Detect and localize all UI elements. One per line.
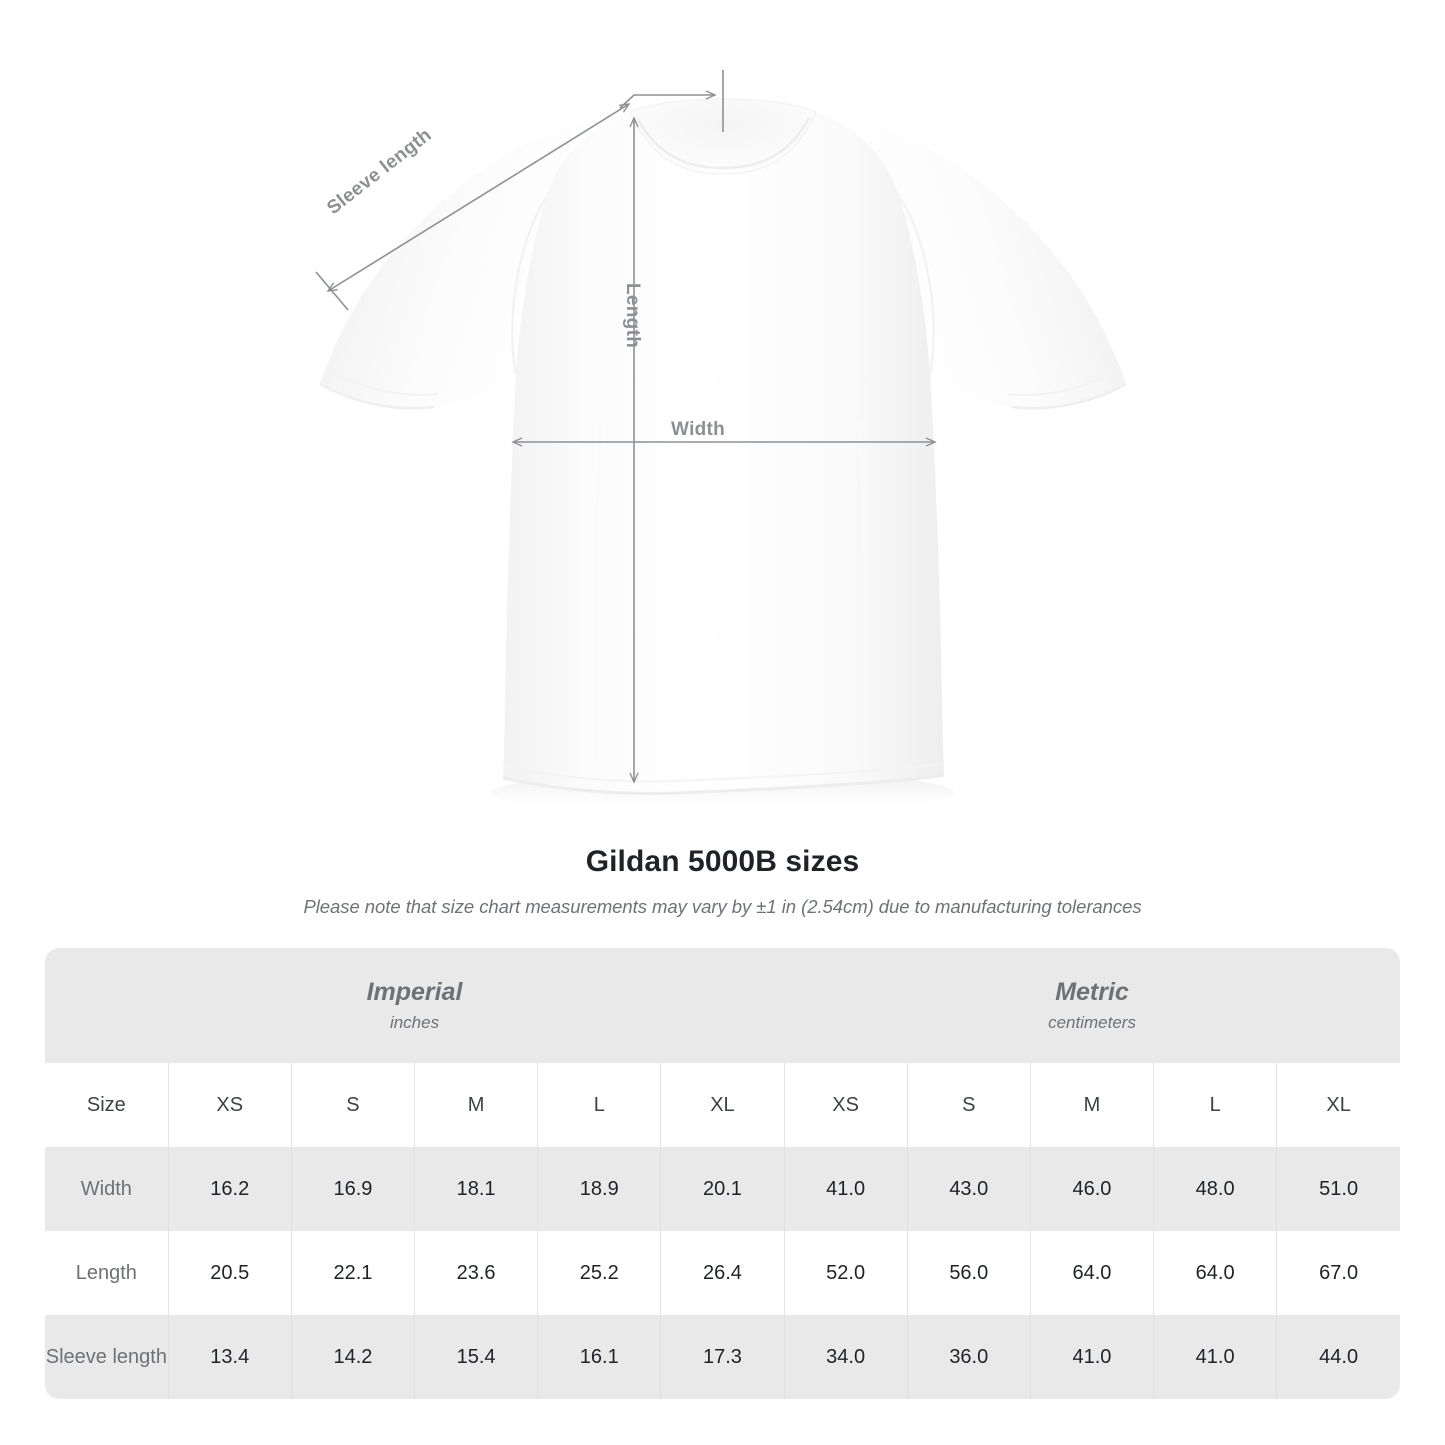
cell-width-imperial-m: 18.1 bbox=[414, 1147, 538, 1231]
size-header-metric-l: L bbox=[1153, 1063, 1277, 1147]
cell-sleeve-metric-s: 36.0 bbox=[906, 1315, 1031, 1399]
cell-sleeve-imperial-m: 15.4 bbox=[414, 1315, 538, 1399]
imperial-label: Imperial bbox=[366, 978, 463, 1007]
cell-length-imperial-m: 23.6 bbox=[414, 1231, 538, 1315]
size-header-metric-xl: XL bbox=[1276, 1063, 1400, 1147]
cell-width-metric-m: 46.0 bbox=[1029, 1147, 1154, 1231]
table-row: Sleeve length 13.4 14.2 15.4 16.1 17.3 3… bbox=[45, 1315, 1400, 1399]
row-label-sleeve-length: Sleeve length bbox=[45, 1315, 169, 1399]
cell-length-imperial-xl: 26.4 bbox=[660, 1231, 785, 1315]
cell-length-imperial-l: 25.2 bbox=[537, 1231, 661, 1315]
unit-header-row: Imperial inches Metric centimeters bbox=[45, 948, 1400, 1063]
size-header-imperial-m: M bbox=[414, 1063, 538, 1147]
cell-sleeve-metric-m: 41.0 bbox=[1029, 1315, 1154, 1399]
row-label-length: Length bbox=[45, 1231, 169, 1315]
size-header-imperial-xl: XL bbox=[660, 1063, 785, 1147]
cell-width-metric-xl: 51.0 bbox=[1276, 1147, 1400, 1231]
size-header-row: Size XS S M L XL XS S M L XL bbox=[45, 1063, 1400, 1147]
cell-length-metric-xl: 67.0 bbox=[1276, 1231, 1400, 1315]
cell-sleeve-imperial-l: 16.1 bbox=[537, 1315, 661, 1399]
row-label-width: Width bbox=[45, 1147, 169, 1231]
imperial-sublabel: inches bbox=[389, 1012, 440, 1032]
cell-width-metric-l: 48.0 bbox=[1153, 1147, 1277, 1231]
size-header-imperial-xs: XS bbox=[167, 1063, 292, 1147]
size-chart-container: Imperial inches Metric centimeters Size … bbox=[45, 948, 1400, 1399]
cell-width-metric-xs: 41.0 bbox=[783, 1147, 908, 1231]
cell-length-imperial-xs: 20.5 bbox=[167, 1231, 292, 1315]
cell-length-metric-l: 64.0 bbox=[1153, 1231, 1277, 1315]
cell-length-metric-m: 64.0 bbox=[1029, 1231, 1154, 1315]
cell-length-imperial-s: 22.1 bbox=[290, 1231, 415, 1315]
cell-width-imperial-xs: 16.2 bbox=[167, 1147, 292, 1231]
cell-width-imperial-s: 16.9 bbox=[290, 1147, 415, 1231]
size-chart-table: Imperial inches Metric centimeters Size … bbox=[45, 948, 1400, 1399]
page-title: Gildan 5000B sizes bbox=[585, 845, 860, 878]
size-header-metric-xs: XS bbox=[783, 1063, 908, 1147]
cell-sleeve-metric-xl: 44.0 bbox=[1276, 1315, 1400, 1399]
measurement-annotations bbox=[315, 70, 937, 784]
tshirt-illustration: Sleeve length Length Width bbox=[315, 70, 1127, 815]
cell-sleeve-imperial-xs: 13.4 bbox=[167, 1315, 292, 1399]
table-row: Length 20.5 22.1 23.6 25.2 26.4 52.0 56.… bbox=[45, 1231, 1400, 1315]
cell-length-metric-s: 56.0 bbox=[906, 1231, 1031, 1315]
cell-width-metric-s: 43.0 bbox=[906, 1147, 1031, 1231]
shirt-shape bbox=[319, 98, 1127, 795]
cell-width-imperial-xl: 20.1 bbox=[660, 1147, 785, 1231]
title-block: Gildan 5000B sizes Please note that size… bbox=[0, 845, 1445, 918]
cell-sleeve-imperial-xl: 17.3 bbox=[660, 1315, 785, 1399]
tshirt-diagram-svg bbox=[315, 70, 1127, 815]
metric-group-header: Metric centimeters bbox=[784, 948, 1400, 1063]
size-header-imperial-l: L bbox=[537, 1063, 661, 1147]
tolerance-note: Please note that size chart measurements… bbox=[303, 896, 1142, 917]
size-header-imperial-s: S bbox=[290, 1063, 415, 1147]
cell-sleeve-metric-l: 41.0 bbox=[1153, 1315, 1277, 1399]
cell-length-metric-xs: 52.0 bbox=[783, 1231, 908, 1315]
width-measure-label: Width bbox=[671, 419, 726, 440]
imperial-group-header: Imperial inches bbox=[45, 948, 785, 1063]
cell-width-imperial-l: 18.9 bbox=[537, 1147, 661, 1231]
size-header-metric-m: M bbox=[1029, 1063, 1154, 1147]
length-measure-label: Length bbox=[622, 283, 643, 349]
table-row: Width 16.2 16.9 18.1 18.9 20.1 41.0 43.0… bbox=[45, 1147, 1400, 1231]
cell-sleeve-imperial-s: 14.2 bbox=[290, 1315, 415, 1399]
metric-label: Metric bbox=[1055, 978, 1129, 1007]
size-header-metric-s: S bbox=[906, 1063, 1031, 1147]
cell-sleeve-metric-xs: 34.0 bbox=[783, 1315, 908, 1399]
size-corner-label: Size bbox=[45, 1063, 169, 1147]
metric-sublabel: centimeters bbox=[1048, 1012, 1136, 1032]
